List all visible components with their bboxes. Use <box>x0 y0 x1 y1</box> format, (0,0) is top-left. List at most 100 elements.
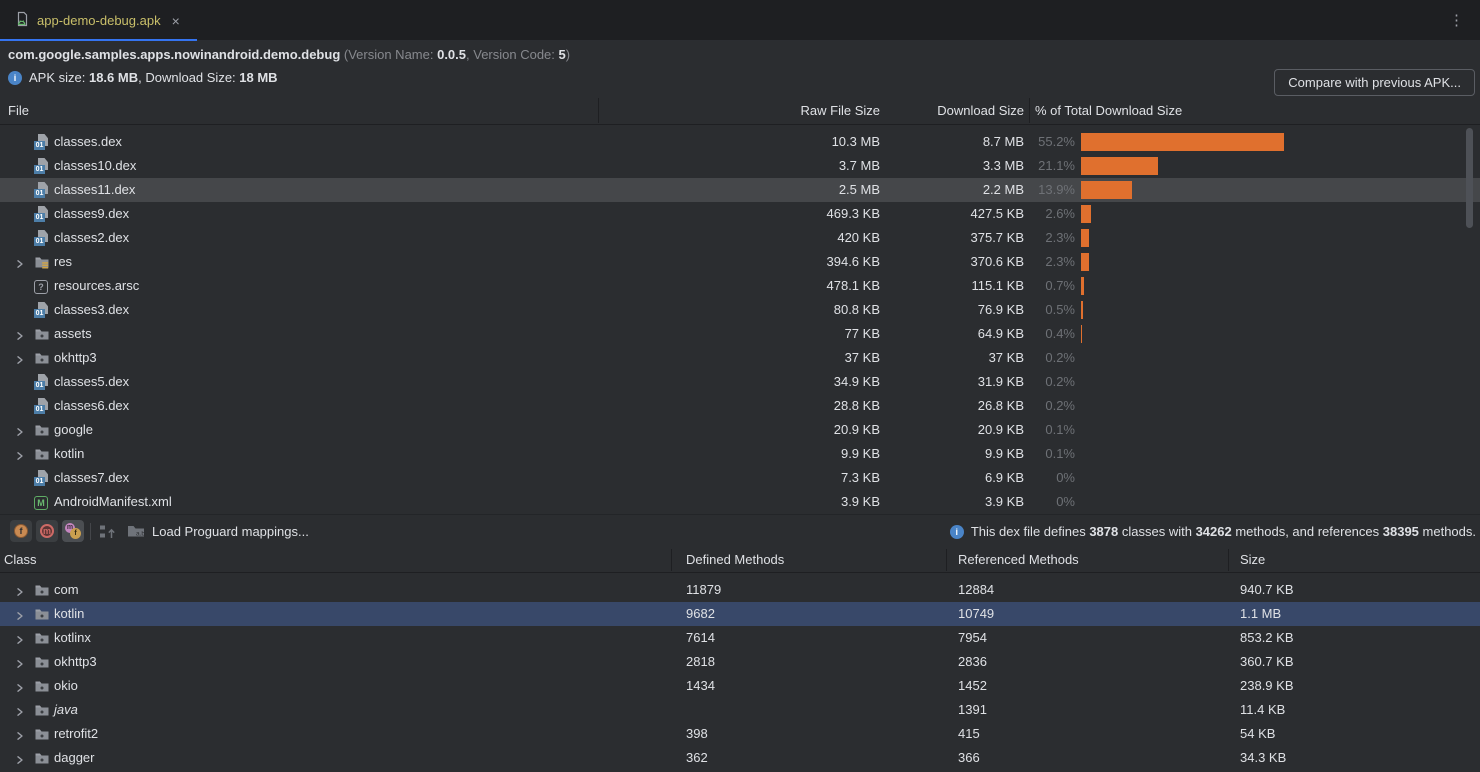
vertical-scrollbar-thumb[interactable] <box>1466 128 1473 228</box>
package-name: okio <box>54 674 78 698</box>
class-row[interactable]: java 1391 11.4 KB <box>0 698 1480 722</box>
package-name: java <box>54 698 78 722</box>
kebab-menu-icon[interactable]: ⋮ <box>1449 11 1464 29</box>
file-row[interactable]: 01 classes6.dex 28.8 KB 26.8 KB 0.2% <box>0 394 1480 418</box>
package-size: 360.7 KB <box>1240 650 1294 674</box>
file-row[interactable]: google 20.9 KB 20.9 KB 0.1% <box>0 418 1480 442</box>
class-row[interactable]: dagger 362 366 34.3 KB <box>0 746 1480 770</box>
file-row[interactable]: 01 classes9.dex 469.3 KB 427.5 KB 2.6% <box>0 202 1480 226</box>
show-fields-button[interactable]: f <box>10 520 32 542</box>
toolbar-separator <box>90 523 91 540</box>
file-row[interactable]: kotlin 9.9 KB 9.9 KB 0.1% <box>0 442 1480 466</box>
column-header-defined-methods[interactable]: Defined Methods <box>686 547 784 573</box>
load-proguard-mappings-label[interactable]: Load Proguard mappings... <box>152 515 309 548</box>
referenced-methods-count: 38395 <box>1383 524 1419 539</box>
chevron-right-icon[interactable] <box>15 705 25 715</box>
package-size: 54 KB <box>1240 722 1275 746</box>
chevron-right-icon[interactable] <box>15 609 25 619</box>
file-name: resources.arsc <box>54 274 139 298</box>
show-referenced-nodes-button[interactable]: m f <box>62 520 84 542</box>
expand-tree-icon[interactable] <box>99 523 119 543</box>
dex-file-icon: 01 <box>34 302 50 318</box>
chevron-right-icon[interactable] <box>15 585 25 595</box>
file-row[interactable]: M AndroidManifest.xml 3.9 KB 3.9 KB 0% <box>0 490 1480 514</box>
raw-file-size: 37 KB <box>700 346 880 370</box>
raw-file-size: 80.8 KB <box>700 298 880 322</box>
referenced-methods: 10749 <box>958 602 994 626</box>
chevron-right-icon[interactable] <box>15 449 25 459</box>
column-header-size[interactable]: Size <box>1240 547 1265 573</box>
download-size-value: 18 MB <box>239 70 277 85</box>
file-row[interactable]: 01 classes2.dex 420 KB 375.7 KB 2.3% <box>0 226 1480 250</box>
column-header-class[interactable]: Class <box>4 547 37 573</box>
dex-file-icon: 01 <box>34 158 50 174</box>
percent-of-total-label: 55.2% <box>975 130 1075 154</box>
chevron-right-icon[interactable] <box>15 657 25 667</box>
apk-analyzer-window: app-demo-debug.apk × ⋮ com.google.sample… <box>0 0 1480 772</box>
chevron-right-icon[interactable] <box>15 425 25 435</box>
tab-app-demo-debug-apk[interactable]: app-demo-debug.apk × <box>0 0 197 41</box>
file-name: classes7.dex <box>54 466 129 490</box>
folder-icon <box>34 350 50 366</box>
raw-file-size: 469.3 KB <box>700 202 880 226</box>
download-size-bar <box>1081 157 1158 175</box>
file-name: classes5.dex <box>54 370 129 394</box>
folder-icon <box>34 422 50 438</box>
file-name: classes2.dex <box>54 226 129 250</box>
compare-with-previous-apk-button[interactable]: Compare with previous APK... <box>1274 69 1475 96</box>
defined-methods: 362 <box>686 746 708 770</box>
file-name: kotlin <box>54 442 84 466</box>
file-row[interactable]: 01 classes10.dex 3.7 MB 3.3 MB 21.1% <box>0 154 1480 178</box>
column-divider <box>671 549 672 571</box>
file-row[interactable]: 01 classes11.dex 2.5 MB 2.2 MB 13.9% <box>0 178 1480 202</box>
file-name: assets <box>54 322 92 346</box>
load-mappings-folder-icon[interactable]: a.b <box>127 523 147 542</box>
percent-of-total-label: 0.4% <box>975 322 1075 346</box>
defined-methods: 1434 <box>686 674 715 698</box>
class-row[interactable]: okhttp3 2818 2836 360.7 KB <box>0 650 1480 674</box>
file-row[interactable]: 01 classes.dex 10.3 MB 8.7 MB 55.2% <box>0 130 1480 154</box>
file-row[interactable]: 01 classes7.dex 7.3 KB 6.9 KB 0% <box>0 466 1480 490</box>
close-tab-icon[interactable]: × <box>172 14 180 28</box>
file-row[interactable]: 01 classes3.dex 80.8 KB 76.9 KB 0.5% <box>0 298 1480 322</box>
class-row[interactable]: kotlin 9682 10749 1.1 MB <box>0 602 1480 626</box>
chevron-right-icon[interactable] <box>15 353 25 363</box>
file-table-body: 01 classes.dex 10.3 MB 8.7 MB 55.2% 01 c… <box>0 125 1480 514</box>
file-row[interactable]: assets 77 KB 64.9 KB 0.4% <box>0 322 1480 346</box>
file-row[interactable]: 01 classes5.dex 34.9 KB 31.9 KB 0.2% <box>0 370 1480 394</box>
raw-file-size: 3.7 MB <box>700 154 880 178</box>
class-row[interactable]: kotlinx 7614 7954 853.2 KB <box>0 626 1480 650</box>
file-row[interactable]: res 394.6 KB 370.6 KB 2.3% <box>0 250 1480 274</box>
column-header-raw-file-size[interactable]: Raw File Size <box>720 96 880 125</box>
file-row[interactable]: ? resources.arsc 478.1 KB 115.1 KB 0.7% <box>0 274 1480 298</box>
defined-methods: 9682 <box>686 602 715 626</box>
column-header-referenced-methods[interactable]: Referenced Methods <box>958 547 1079 573</box>
percent-of-total-label: 0.5% <box>975 298 1075 322</box>
class-table-header: Class Defined Methods Referenced Methods… <box>0 547 1480 573</box>
package-size: 1.1 MB <box>1240 602 1281 626</box>
class-row[interactable]: okio 1434 1452 238.9 KB <box>0 674 1480 698</box>
chevron-right-icon[interactable] <box>15 329 25 339</box>
referenced-nodes-icon: m f <box>65 523 81 539</box>
chevron-right-icon[interactable] <box>15 633 25 643</box>
chevron-right-icon[interactable] <box>15 681 25 691</box>
column-header-percent-total[interactable]: % of Total Download Size <box>1035 96 1182 125</box>
raw-file-size: 7.3 KB <box>700 466 880 490</box>
method-icon: m <box>40 524 54 538</box>
chevron-right-icon[interactable] <box>15 753 25 763</box>
class-row[interactable]: retrofit2 398 415 54 KB <box>0 722 1480 746</box>
percent-of-total-label: 0.2% <box>975 370 1075 394</box>
package-size: 11.4 KB <box>1240 698 1285 722</box>
file-name: classes10.dex <box>54 154 136 178</box>
show-methods-button[interactable]: m <box>36 520 58 542</box>
file-row[interactable]: okhttp3 37 KB 37 KB 0.2% <box>0 346 1480 370</box>
column-header-download-size[interactable]: Download Size <box>864 96 1024 125</box>
file-name: res <box>54 250 72 274</box>
dex-file-icon: 01 <box>34 470 50 486</box>
dex-file-icon: 01 <box>34 134 50 150</box>
column-header-file[interactable]: File <box>8 96 29 125</box>
chevron-right-icon[interactable] <box>15 257 25 267</box>
package-size: 34.3 KB <box>1240 746 1286 770</box>
chevron-right-icon[interactable] <box>15 729 25 739</box>
class-row[interactable]: com 11879 12884 940.7 KB <box>0 578 1480 602</box>
